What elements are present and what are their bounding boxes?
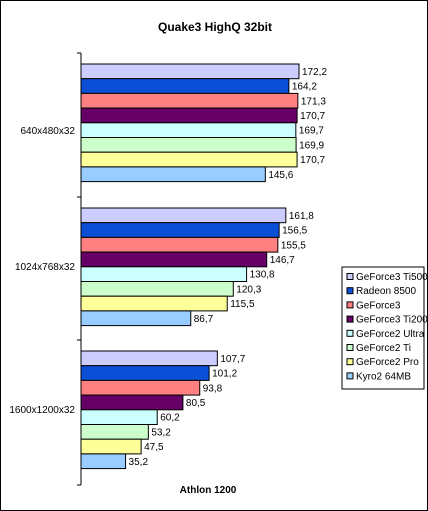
category-label: 640x480x32: [21, 126, 76, 137]
bar-geforce3-1: [80, 236, 279, 253]
data-label: 115,5: [230, 299, 255, 310]
data-label: 86,7: [194, 314, 214, 325]
data-label: 130,8: [250, 270, 275, 281]
data-label: 120,3: [236, 284, 261, 295]
legend-entry: GeForce2 Ti: [356, 343, 411, 354]
bar-geforce3-ti500-0: [80, 63, 300, 80]
bar-geforce2-ultra-2: [80, 409, 158, 425]
bar-geforce2-pro-2: [80, 438, 142, 455]
bar-geforce3-0: [80, 92, 299, 109]
bar-geforce2-ultra-0: [80, 122, 297, 139]
data-label: 170,7: [300, 155, 325, 166]
bar-geforce3-ti500-2: [80, 350, 218, 367]
data-label: 156,5: [282, 226, 307, 237]
chart-title: Quake3 HighQ 32bit: [158, 20, 272, 34]
data-label: 107,7: [220, 354, 245, 365]
data-label: 169,7: [299, 126, 324, 137]
bar-geforce3-ti200-1: [80, 251, 268, 268]
legend-entry: GeForce3 Ti500: [356, 272, 427, 283]
bar-geforce3-ti200-2: [80, 394, 184, 411]
legend-swatch: [346, 358, 354, 366]
bar-radeon-8500-0: [80, 78, 290, 94]
legend: GeForce3 Ti500 Radeon 8500 GeForce3 GeForce…: [341, 266, 427, 390]
bar-radeon-8500-1: [80, 222, 280, 238]
category-label: 1024x768x32: [15, 262, 75, 273]
category-label: 1600x1200x32: [9, 405, 75, 416]
data-label: 169,9: [299, 140, 324, 151]
legend-swatch: [346, 301, 354, 309]
legend-swatch: [346, 329, 354, 337]
data-label: 170,7: [300, 111, 325, 122]
data-label: 172,2: [302, 67, 327, 78]
legend-entry: GeForce2 Ultra: [356, 329, 425, 340]
data-label: 155,5: [281, 240, 306, 251]
bar-geforce3-2: [80, 379, 201, 396]
data-label: 146,7: [270, 255, 295, 266]
bar-geforce2-pro-0: [80, 151, 298, 168]
legend-box: [341, 266, 425, 390]
data-label: 93,8: [203, 383, 223, 394]
bar-geforce2-ti-1: [80, 281, 234, 297]
x-axis-label: Athlon 1200: [180, 485, 237, 496]
legend-entry: Radeon 8500: [356, 286, 416, 297]
legend-entry: GeForce3 Ti200: [356, 315, 427, 326]
data-label: 53,2: [151, 427, 171, 438]
bar-geforce3-ti500-1: [80, 207, 287, 224]
data-label: 101,2: [212, 369, 237, 380]
legend-swatch: [346, 315, 354, 323]
data-label: 80,5: [186, 398, 206, 409]
bar-geforce2-ti-0: [80, 137, 297, 153]
data-label: 161,8: [289, 211, 314, 222]
legend-entry: GeForce2 Pro: [356, 357, 419, 368]
legend-entry: Kyro2 64MB: [356, 371, 411, 382]
data-label: 47,5: [144, 442, 164, 453]
bar-geforce2-pro-1: [80, 295, 228, 312]
bar-geforce3-ti200-0: [80, 107, 298, 124]
legend-swatch: [346, 273, 354, 280]
bar-radeon-8500-2: [80, 365, 210, 381]
bar-kyro2-64mb-1: [80, 310, 192, 327]
bar-geforce2-ti-2: [80, 424, 149, 440]
data-label: 35,2: [129, 457, 149, 468]
bar-kyro2-64mb-2: [80, 453, 127, 470]
legend-swatch: [346, 287, 354, 295]
legend-swatch: [346, 372, 354, 380]
legend-swatch: [346, 344, 354, 351]
bar-kyro2-64mb-0: [80, 166, 266, 183]
legend-entry: GeForce3: [356, 300, 401, 311]
category-ticks: 640x480x32 1024x768x32 1600x1200x32: [9, 52, 81, 486]
data-label: 164,2: [292, 82, 317, 93]
bars-group: 172,2 161,8 107,7 164,2 156,5 101,2 171,3 155,5…: [80, 63, 327, 470]
data-label: 60,2: [160, 413, 180, 424]
bar-geforce2-ultra-1: [80, 266, 248, 282]
data-label: 171,3: [301, 96, 326, 107]
data-label: 145,6: [268, 170, 293, 181]
